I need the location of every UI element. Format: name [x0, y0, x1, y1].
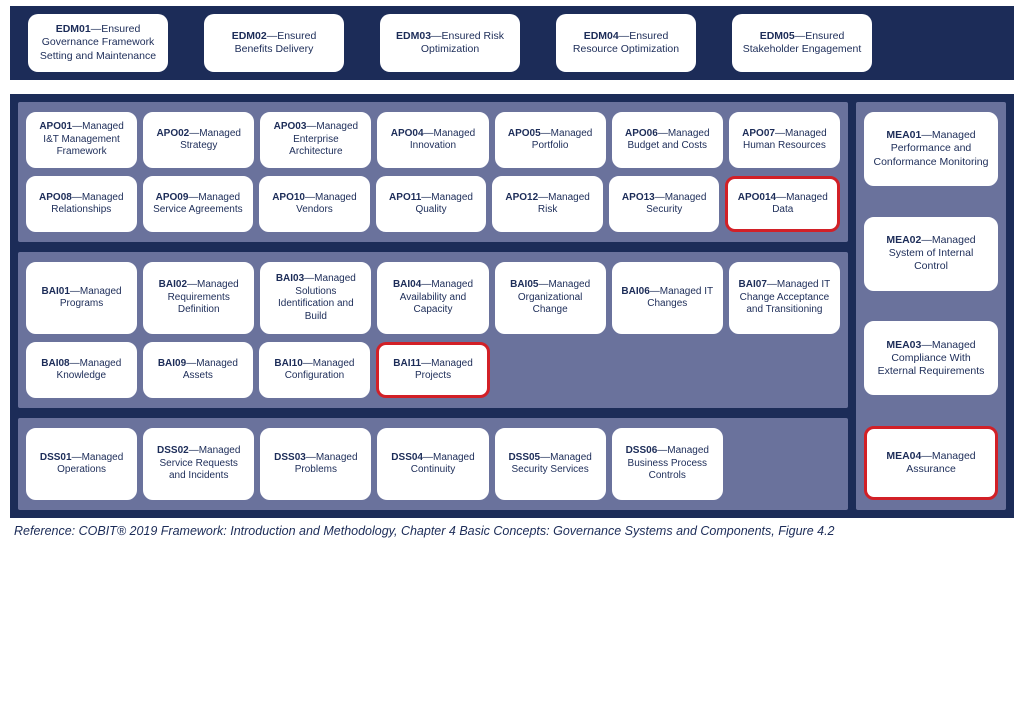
- mea-column: MEA01—Managed Performance and Conformanc…: [856, 102, 1006, 510]
- process-box-dss04: DSS04—Managed Continuity: [377, 428, 488, 500]
- process-box-edm03: EDM03—Ensured Risk Optimization: [380, 14, 520, 72]
- process-box-mea01: MEA01—Managed Performance and Conformanc…: [864, 112, 998, 186]
- management-domains: APO01—Managed I&T Management FrameworkAP…: [10, 94, 1014, 518]
- process-box-bai11: BAI11—Managed Projects: [376, 342, 491, 398]
- process-box-bai05: BAI05—Managed Organizational Change: [495, 262, 606, 334]
- process-box-apo01: APO01—Managed I&T Management Framework: [26, 112, 137, 168]
- process-box-bai06: BAI06—Managed IT Changes: [612, 262, 723, 334]
- process-box-edm04: EDM04—Ensured Resource Optimization: [556, 14, 696, 72]
- process-box-apo03: APO03—Managed Enterprise Architecture: [260, 112, 371, 168]
- process-box-edm02: EDM02—Ensured Benefits Delivery: [204, 14, 344, 72]
- process-box-bai04: BAI04—Managed Availability and Capacity: [377, 262, 488, 334]
- process-box-bai10: BAI10—Managed Configuration: [259, 342, 370, 398]
- process-box-apo12: APO12—Managed Risk: [492, 176, 603, 232]
- left-column: APO01—Managed I&T Management FrameworkAP…: [18, 102, 848, 510]
- process-box-apo04: APO04—Managed Innovation: [377, 112, 488, 168]
- process-box-apo08: APO08—Managed Relationships: [26, 176, 137, 232]
- process-box-mea04: MEA04—Managed Assurance: [864, 426, 998, 500]
- process-box-edm01: EDM01—Ensured Governance Framework Setti…: [28, 14, 168, 72]
- process-box-apo014: APO014—Managed Data: [725, 176, 840, 232]
- process-box-dss06: DSS06—Managed Business Process Controls: [612, 428, 723, 500]
- apo-panel: APO01—Managed I&T Management FrameworkAP…: [18, 102, 848, 242]
- process-box-dss02: DSS02—Managed Service Requests and Incid…: [143, 428, 254, 500]
- process-box-edm05: EDM05—Ensured Stakeholder Engagement: [732, 14, 872, 72]
- mea-panel: MEA01—Managed Performance and Conformanc…: [856, 102, 1006, 510]
- process-box-bai01: BAI01—Managed Programs: [26, 262, 137, 334]
- bai-panel: BAI01—Managed ProgramsBAI02—Managed Requ…: [18, 252, 848, 408]
- process-box-bai08: BAI08—Managed Knowledge: [26, 342, 137, 398]
- process-box-dss03: DSS03—Managed Problems: [260, 428, 371, 500]
- process-box-bai07: BAI07—Managed IT Change Acceptance and T…: [729, 262, 840, 334]
- process-box-apo05: APO05—Managed Portfolio: [495, 112, 606, 168]
- process-box-apo06: APO06—Managed Budget and Costs: [612, 112, 723, 168]
- process-box-dss01: DSS01—Managed Operations: [26, 428, 137, 500]
- process-box-bai02: BAI02—Managed Requirements Definition: [143, 262, 254, 334]
- process-box-apo10: APO10—Managed Vendors: [259, 176, 370, 232]
- edm-domain-bar: EDM01—Ensured Governance Framework Setti…: [10, 6, 1014, 80]
- process-box-bai03: BAI03—Managed Solutions Identification a…: [260, 262, 371, 334]
- dss-panel: DSS01—Managed OperationsDSS02—Managed Se…: [18, 418, 848, 510]
- process-box-dss05: DSS05—Managed Security Services: [495, 428, 606, 500]
- cobit-diagram: EDM01—Ensured Governance Framework Setti…: [0, 0, 1024, 544]
- process-box-apo07: APO07—Managed Human Resources: [729, 112, 840, 168]
- process-box-apo11: APO11—Managed Quality: [376, 176, 487, 232]
- process-box-bai09: BAI09—Managed Assets: [143, 342, 254, 398]
- process-box-apo02: APO02—Managed Strategy: [143, 112, 254, 168]
- process-box-mea03: MEA03—Managed Compliance With External R…: [864, 321, 998, 395]
- process-box-mea02: MEA02—Managed System of Internal Control: [864, 217, 998, 291]
- process-box-apo13: APO13—Managed Security: [609, 176, 720, 232]
- reference-citation: Reference: COBIT® 2019 Framework: Introd…: [10, 518, 1014, 540]
- process-box-apo09: APO09—Managed Service Agreements: [143, 176, 254, 232]
